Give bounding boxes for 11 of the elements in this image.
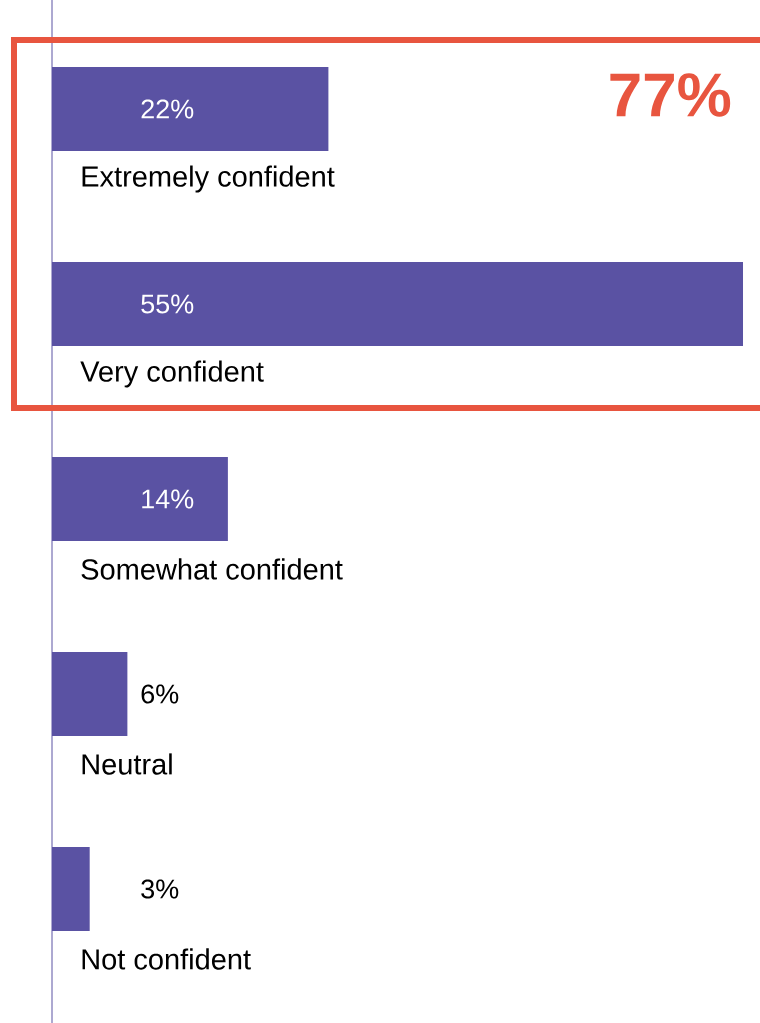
y-tick-label: Very confident — [80, 360, 264, 388]
y-tick-label: Somewhat confident — [81, 558, 343, 580]
y-tick-label: Not confident — [82, 948, 251, 970]
annotation: 77% — [610, 73, 731, 117]
y-tick-label: Extremely confident — [82, 165, 335, 193]
data-label: 3% — [141, 879, 179, 899]
data-label: 14% — [142, 489, 194, 509]
data-label: 55% — [141, 294, 194, 314]
data-label: 6% — [141, 684, 179, 704]
data-label: 22% — [141, 99, 194, 119]
y-tick-label: Neutral — [82, 753, 172, 775]
